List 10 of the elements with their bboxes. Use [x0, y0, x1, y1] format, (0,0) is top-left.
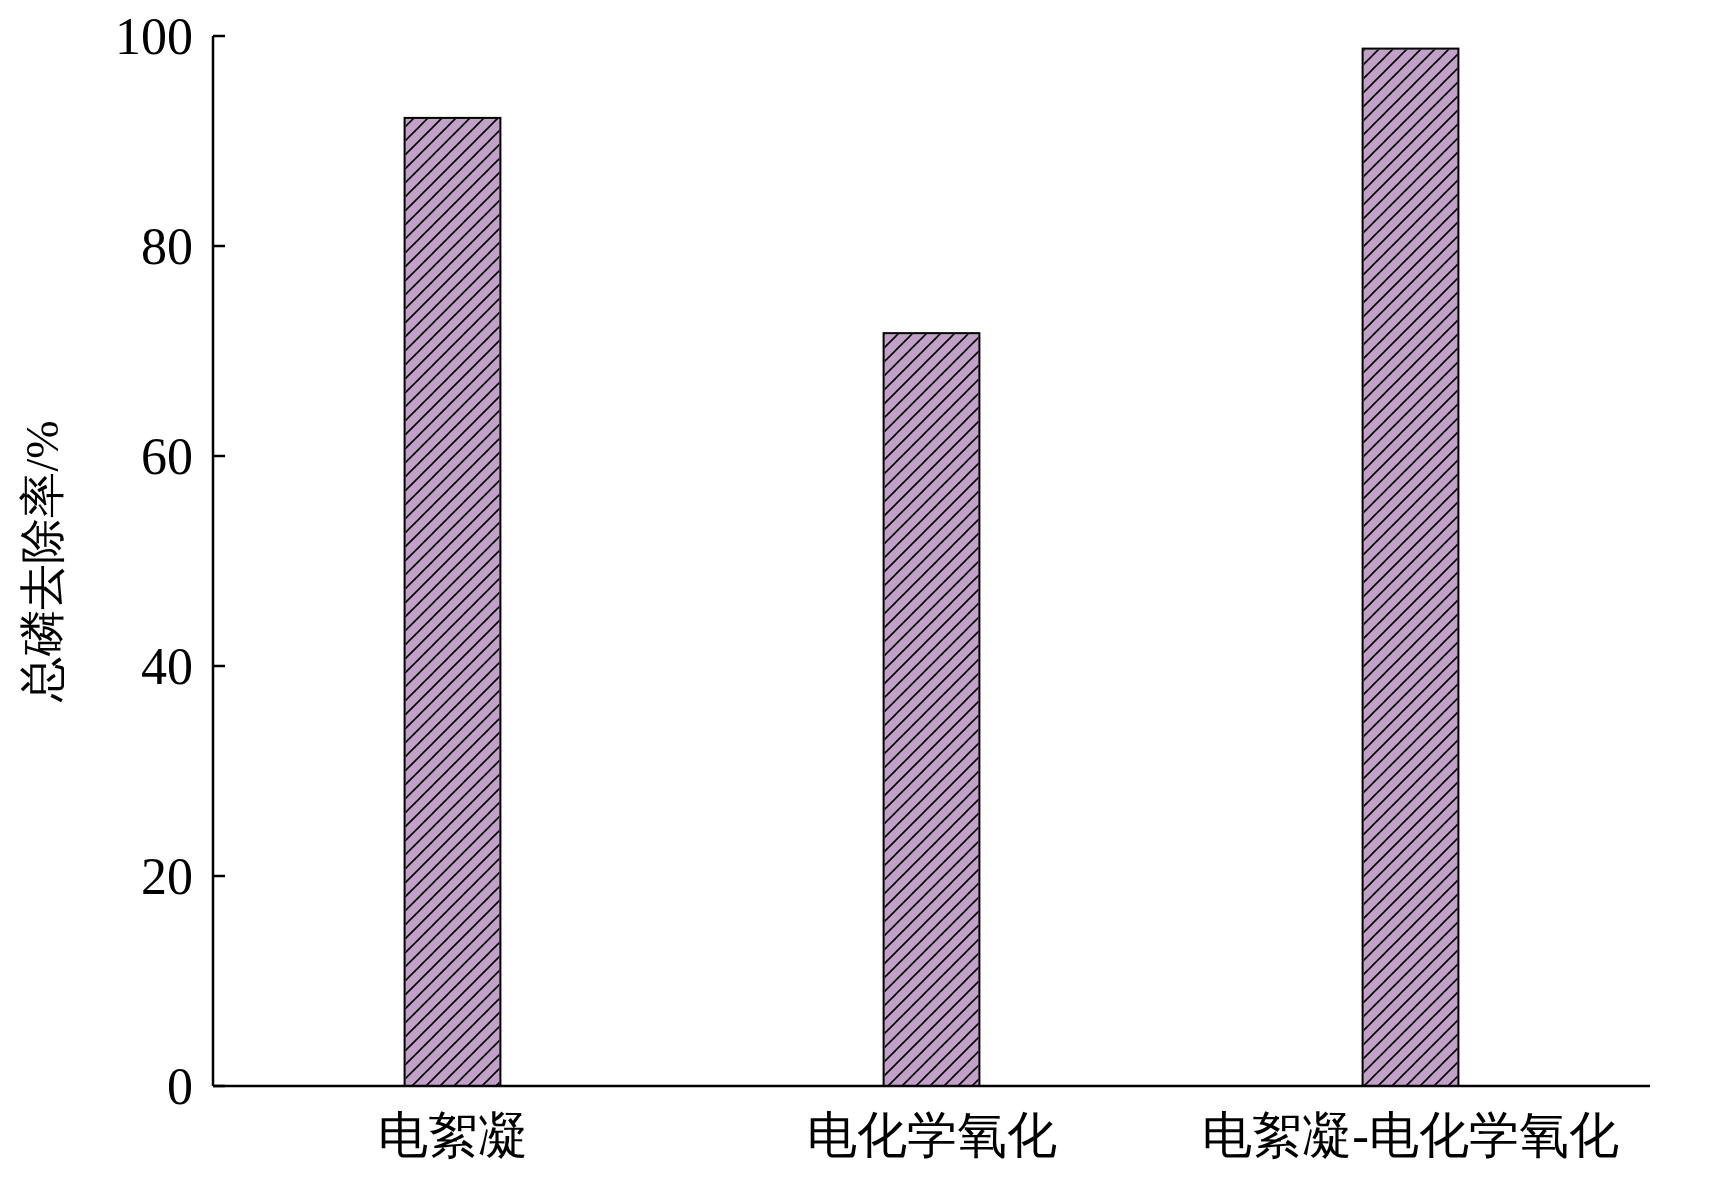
- y-tick-label: 100: [115, 7, 193, 65]
- x-tick-label: 电化学氧化: [806, 1107, 1057, 1163]
- y-tick-label: 60: [141, 427, 193, 485]
- y-tick-label: 40: [141, 637, 193, 695]
- y-tick-label: 20: [141, 847, 193, 905]
- y-tick-label: 80: [141, 217, 193, 275]
- x-tick-label: 电絮凝-电化学氧化: [1202, 1107, 1619, 1163]
- y-axis-title: 总磷去除率/%: [17, 420, 68, 703]
- y-tick-label: 0: [167, 1057, 193, 1115]
- x-tick-label: 电絮凝: [377, 1107, 528, 1163]
